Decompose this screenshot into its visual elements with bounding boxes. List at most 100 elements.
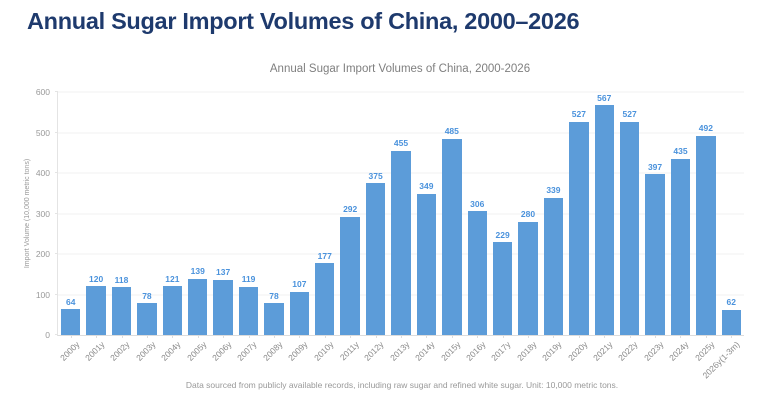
chart-footnote: Data sourced from publicly available rec… [185, 380, 619, 390]
x-axis-tick-label: 2012y [362, 339, 386, 363]
bar-value-label: 435 [673, 146, 688, 157]
bar [492, 242, 513, 335]
bar [594, 105, 614, 335]
x-axis-tick-label: 2010y [311, 339, 336, 363]
x-axis-tick-mark [146, 335, 148, 338]
x-axis-tick-mark [731, 335, 733, 338]
x-axis-tick-label: 2011y [337, 339, 361, 363]
bar-value-label: 139 [190, 266, 205, 277]
x-axis-tick-label: 2020y [565, 339, 590, 363]
x-axis-tick-mark [248, 335, 250, 338]
x-axis-tick-mark [578, 335, 580, 338]
bar-value-label: 567 [597, 92, 612, 103]
x-axis-tick-label: 2014y [413, 339, 437, 363]
bar [315, 263, 335, 335]
x-axis-tick-label: 2016y [464, 339, 488, 363]
x-axis-tick-mark [705, 335, 707, 338]
x-axis-tick-mark [223, 335, 225, 338]
bar [467, 211, 487, 335]
x-axis-tick-mark [70, 335, 72, 338]
bar [188, 278, 208, 335]
bar-slot: 78 2008y [261, 92, 286, 363]
y-axis-tick-label: 600 [35, 87, 50, 97]
bar-slot: 107 2009y [286, 92, 312, 363]
bars-container: 64 2000y 120 2001y 118 2002y 78 2003y 121 2004y 13… [58, 92, 744, 381]
x-axis-tick-mark [655, 335, 657, 338]
bar-value-label: 64 [65, 296, 76, 307]
bar-value-label: 280 [520, 209, 536, 220]
bar-value-label: 107 [292, 279, 307, 290]
bar-slot: 485 2015y [439, 92, 464, 363]
bar-slot: 339 2019y [540, 92, 566, 363]
y-axis-tick-mark [55, 172, 58, 173]
x-axis-tick-label: 2013y [387, 339, 412, 363]
bar-slot: 119 2007y [235, 92, 261, 362]
page-title: Annual Sugar Import Volumes of China, 20… [27, 8, 580, 34]
x-axis-tick-mark [299, 335, 301, 338]
y-axis-tick-label: 400 [35, 168, 50, 178]
bar-slot: 120 2001y [83, 92, 108, 363]
bar-value-label: 306 [470, 198, 485, 209]
bar [442, 138, 462, 335]
bar [721, 309, 741, 335]
bar [86, 286, 106, 335]
bar-slot: 397 2023y [642, 92, 667, 363]
y-axis-tick-mark [55, 212, 58, 214]
x-axis-tick-label: 2000y [57, 339, 82, 363]
x-axis-tick-mark [400, 335, 402, 338]
bar-value-label: 119 [241, 274, 256, 285]
bar-slot: 280 2018y [515, 92, 540, 363]
x-axis-tick-mark [629, 335, 631, 338]
x-axis-tick-mark [121, 335, 123, 338]
x-axis-tick-label: 2025y [692, 339, 717, 363]
bar [569, 121, 589, 335]
bar-value-label: 527 [571, 109, 586, 120]
bar-slot: 118 2002y [108, 92, 134, 363]
x-axis-tick-mark [604, 335, 606, 338]
x-axis-tick-mark [273, 335, 275, 338]
x-axis-tick-label: 2019y [540, 339, 564, 363]
bar-slot: 177 2010y [312, 92, 337, 363]
bar [391, 150, 411, 335]
y-axis-tick-mark [55, 131, 58, 133]
bar [289, 291, 310, 335]
bar [645, 174, 665, 335]
bar-value-label: 375 [368, 170, 383, 181]
bar-slot: 527 2020y [566, 92, 591, 363]
bar-value-label: 62 [726, 297, 736, 308]
bar-slot: 349 2014y [413, 92, 439, 363]
bar [137, 303, 157, 335]
bar-value-label: 485 [444, 126, 459, 137]
bar-slot: 455 2013y [388, 92, 413, 363]
x-axis-tick-mark [426, 335, 428, 338]
bar-slot: 229 2017y [490, 92, 515, 363]
bar [340, 216, 360, 335]
bar-value-label: 118 [114, 274, 129, 285]
y-axis-tick-label: 200 [35, 249, 50, 259]
y-axis-label: Import Volume (10,000 metric tons) [24, 158, 32, 269]
bar-slot: 435 2024y [667, 92, 693, 362]
x-axis-tick-label: 2022y [616, 339, 641, 363]
gridline [58, 91, 744, 93]
x-axis-tick-mark [680, 335, 682, 338]
bar-value-label: 177 [317, 250, 332, 261]
x-axis-tick-label: 2002y [108, 339, 132, 363]
bar [365, 183, 386, 335]
y-axis-tick-mark [55, 334, 58, 335]
x-axis-tick-mark [197, 335, 199, 338]
bar-value-label: 527 [622, 109, 637, 120]
x-axis-tick-mark [375, 335, 377, 338]
bar-slot: 62 2026y(1-3m) [700, 92, 744, 380]
bar-slot: 527 2022y [617, 92, 642, 363]
bar-value-label: 397 [647, 161, 663, 172]
x-axis-tick-mark [96, 335, 98, 338]
bar-value-label: 292 [343, 204, 358, 215]
y-axis-tick-label: 500 [35, 127, 50, 138]
bar [213, 279, 233, 335]
x-axis-tick-label: 2017y [489, 339, 513, 363]
x-axis-tick-label: 2003y [133, 339, 158, 363]
bar-value-label: 492 [698, 123, 713, 134]
x-axis-tick-label: 2001y [83, 339, 107, 363]
bar-value-label: 78 [269, 290, 279, 301]
